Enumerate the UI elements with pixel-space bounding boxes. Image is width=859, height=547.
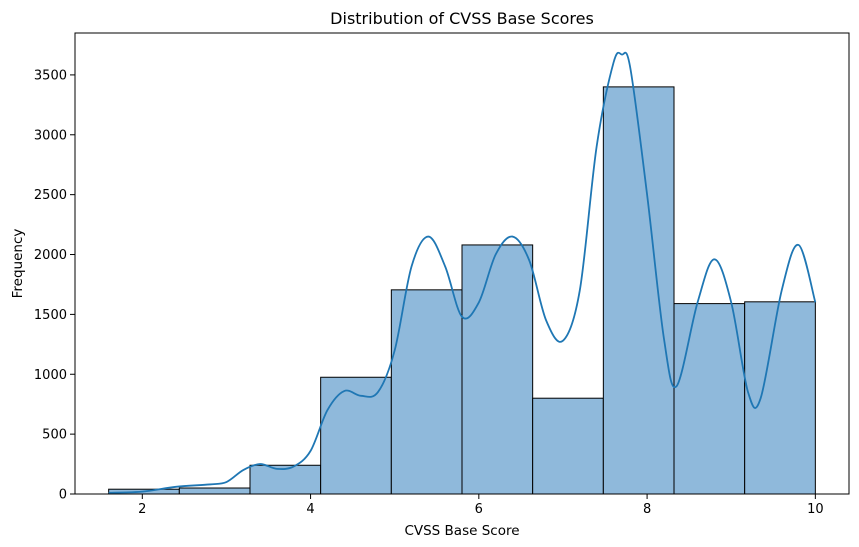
histogram-bar xyxy=(178,487,251,495)
y-tick-label: 0 xyxy=(59,488,67,503)
x-tick-label: 10 xyxy=(807,502,824,517)
histogram-bar xyxy=(673,303,746,495)
histogram-bar xyxy=(602,86,675,495)
y-tick-label: 1000 xyxy=(34,368,67,383)
y-tick-label: 2500 xyxy=(34,188,67,203)
histogram-bar xyxy=(744,301,816,495)
y-axis-label: Frequency xyxy=(10,229,26,299)
y-tick-label: 2000 xyxy=(34,248,67,263)
histogram-bar xyxy=(390,289,463,495)
kde-line xyxy=(108,51,817,494)
y-tick-label: 3000 xyxy=(34,128,67,143)
y-axis: 0 500 1000 1500 2000 2500 3000 3500 xyxy=(34,68,75,503)
histogram-bars xyxy=(108,86,816,495)
plot-frame xyxy=(74,32,850,495)
y-tick-label: 1500 xyxy=(34,308,67,323)
x-tick-label: 6 xyxy=(475,502,483,517)
y-tick-label: 3500 xyxy=(34,68,67,83)
histogram-bar xyxy=(461,244,534,495)
x-tick-label: 2 xyxy=(138,502,146,517)
x-tick-label: 4 xyxy=(306,502,314,517)
y-tick-label: 500 xyxy=(42,428,67,443)
chart-title: Distribution of CVSS Base Scores xyxy=(330,9,594,28)
x-tick-label: 8 xyxy=(643,502,651,517)
kde-curve-group xyxy=(108,51,817,494)
x-axis-label: CVSS Base Score xyxy=(404,523,519,539)
x-axis: 2 4 6 8 10 xyxy=(138,494,824,517)
histogram-bar xyxy=(532,397,604,495)
